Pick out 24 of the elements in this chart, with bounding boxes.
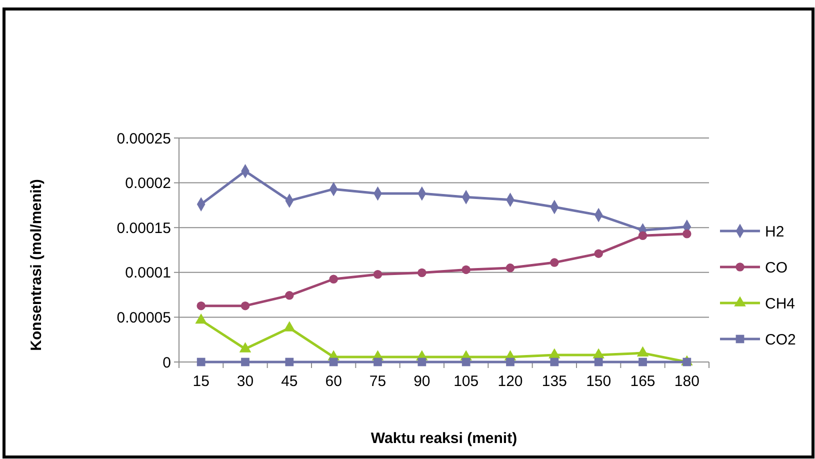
x-tick-label: 120 (498, 373, 523, 390)
legend-label: CO2 (765, 331, 796, 348)
x-tick-label: 180 (674, 373, 700, 390)
y-tick-label: 0 (162, 354, 171, 372)
x-tick-label: 150 (586, 373, 612, 390)
x-tick-label: 15 (192, 373, 210, 390)
y-axis-title: Konsentrasi (mol/menit) (28, 179, 45, 351)
y-tick-label: 0.0002 (125, 175, 171, 192)
y-tick-label: 0.00015 (116, 220, 171, 237)
x-tick-label: 45 (281, 373, 298, 390)
x-tick-label: 75 (369, 373, 386, 390)
legend-label: CO (765, 259, 788, 276)
x-axis-title: Waktu reaksi (menit) (370, 430, 518, 447)
y-tick-label: 0.00005 (116, 309, 171, 326)
y-tick-label: 0.00025 (116, 130, 171, 148)
y-tick-label: 0.0001 (125, 264, 171, 282)
x-tick-label: 60 (325, 373, 342, 390)
legend-label: H2 (765, 223, 784, 240)
legend-label: CH4 (765, 295, 796, 312)
x-tick-label: 135 (542, 373, 567, 390)
x-tick-label: 105 (454, 373, 479, 390)
x-tick-label: 165 (630, 373, 656, 390)
x-tick-label: 90 (414, 373, 430, 390)
x-tick-label: 30 (236, 373, 254, 390)
